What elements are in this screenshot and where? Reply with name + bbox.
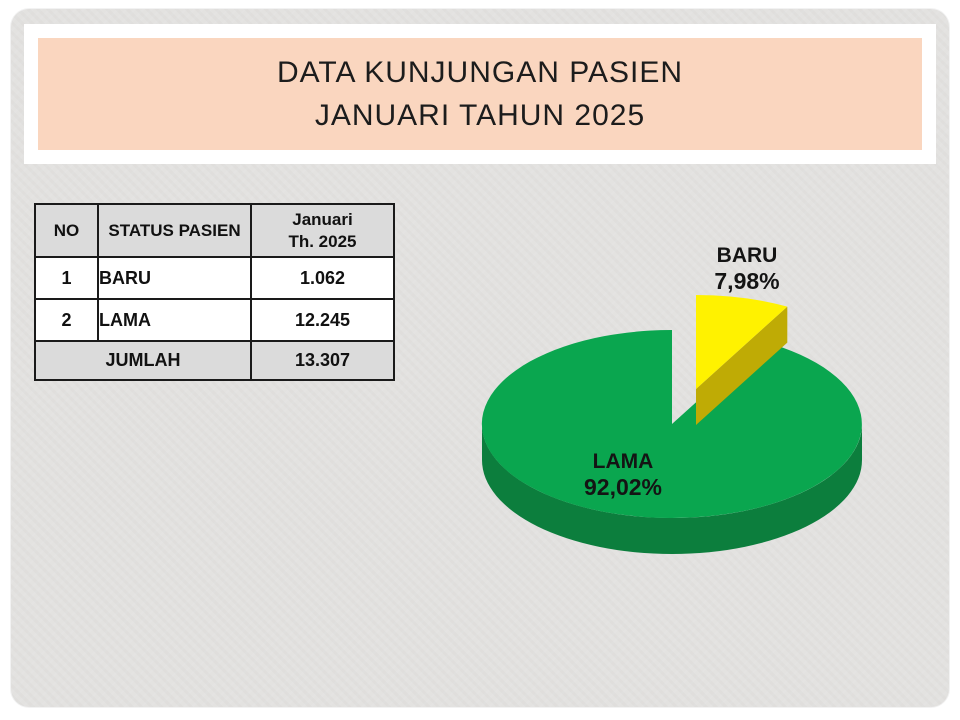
pie-slice-lama-side[interactable] (482, 424, 862, 554)
slide-title-line-1: DATA KUNJUNGAN PASIEN (276, 55, 684, 89)
patient-visits-table: NO STATUS PASIEN Januari Th. 2025 1 BARU… (34, 203, 395, 381)
pie-label-baru: BARU 7,98% (662, 243, 832, 296)
table-header-row: NO STATUS PASIEN Januari Th. 2025 (34, 203, 395, 258)
table-header-no: NO (34, 203, 99, 258)
title-box-frame: DATA KUNJUNGAN PASIEN JANUARI TAHUN 2025 (24, 24, 936, 164)
row2-no: 2 (34, 298, 99, 342)
pie-label-lama: LAMA 92,02% (538, 449, 708, 502)
pie-slice-baru[interactable] (696, 295, 788, 389)
table-header-period: Januari Th. 2025 (250, 203, 395, 258)
row1-value: 1.062 (250, 256, 395, 300)
table-footer-label: JUMLAH (34, 340, 252, 381)
table-header-period-line2: Th. 2025 (288, 231, 357, 251)
table-row: 1 BARU 1.062 (34, 256, 395, 300)
table-header-period-line1: Januari (292, 210, 353, 230)
pie-label-lama-percent: 92,02% (583, 474, 662, 501)
slide-canvas: DATA KUNJUNGAN PASIEN JANUARI TAHUN 2025… (11, 9, 949, 707)
table-footer-value: 13.307 (250, 340, 395, 381)
table-footer-row: JUMLAH 13.307 (34, 340, 395, 381)
pie-label-lama-name: LAMA (592, 450, 654, 473)
row1-status: BARU (97, 256, 252, 300)
row2-value: 12.245 (250, 298, 395, 342)
title-box: DATA KUNJUNGAN PASIEN JANUARI TAHUN 2025 (38, 38, 922, 150)
pie-label-baru-name: BARU (716, 244, 778, 267)
pie-slice-baru-side[interactable] (696, 306, 788, 425)
row1-no: 1 (34, 256, 99, 300)
pie-chart-3d (481, 295, 862, 554)
pie-slice-lama[interactable] (481, 330, 862, 518)
pie-label-baru-percent: 7,98% (714, 268, 780, 295)
table-header-status: STATUS PASIEN (97, 203, 252, 258)
row2-status: LAMA (97, 298, 252, 342)
slide-title-line-2: JANUARI TAHUN 2025 (314, 98, 646, 132)
table-row: 2 LAMA 12.245 (34, 298, 395, 342)
